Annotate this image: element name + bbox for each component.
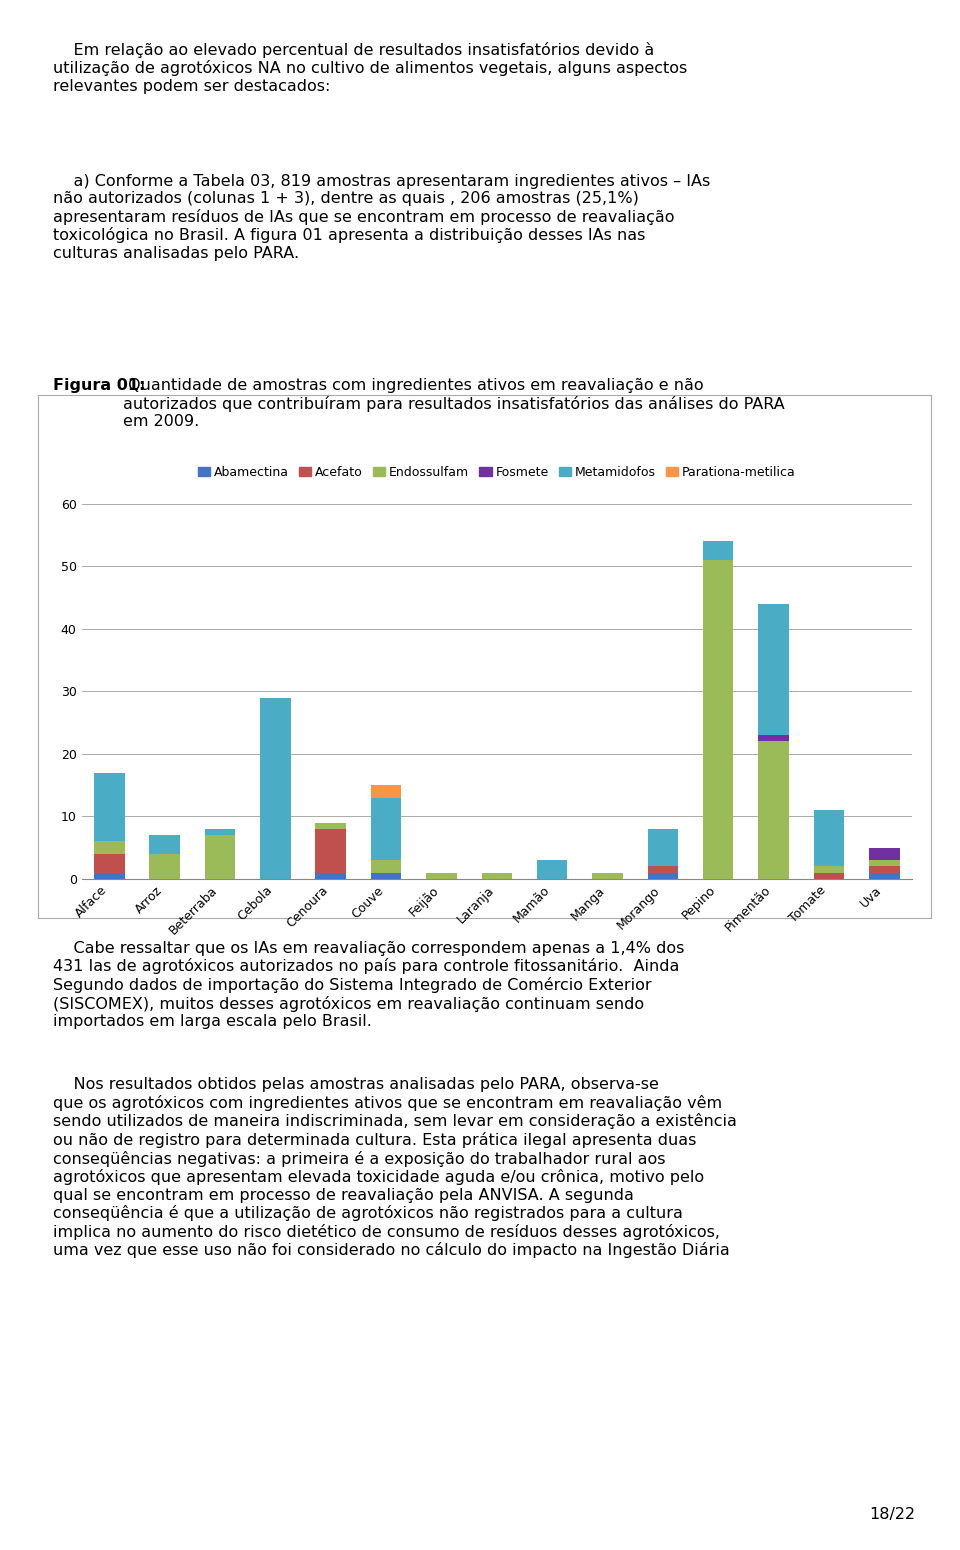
- Bar: [94, 873, 125, 879]
- Legend: Abamectina, Acefato, Endossulfam, Fosmete, Metamidofos, Parationa-metilica: Abamectina, Acefato, Endossulfam, Fosmet…: [193, 462, 801, 484]
- Bar: [703, 560, 733, 879]
- Bar: [758, 604, 789, 735]
- Bar: [869, 860, 900, 866]
- Bar: [814, 873, 844, 879]
- Text: a) Conforme a Tabela 03, 819 amostras apresentaram ingredientes ativos – IAs
não: a) Conforme a Tabela 03, 819 amostras ap…: [53, 174, 710, 260]
- Bar: [869, 848, 900, 860]
- Bar: [316, 829, 346, 873]
- Bar: [371, 860, 401, 873]
- Bar: [371, 784, 401, 798]
- Text: Figura 01:: Figura 01:: [53, 378, 145, 394]
- Bar: [260, 698, 291, 879]
- Bar: [316, 823, 346, 829]
- Bar: [869, 866, 900, 873]
- Bar: [94, 842, 125, 854]
- Text: Quantidade de amostras com ingredientes ativos em reavaliação e não
autorizados : Quantidade de amostras com ingredientes …: [123, 378, 784, 429]
- Bar: [371, 798, 401, 860]
- Bar: [648, 829, 678, 866]
- Bar: [204, 829, 235, 835]
- Text: Em relação ao elevado percentual de resultados insatisfatórios devido à
utilizaç: Em relação ao elevado percentual de resu…: [53, 42, 687, 95]
- Bar: [426, 873, 457, 879]
- Bar: [869, 873, 900, 879]
- Bar: [592, 873, 623, 879]
- Bar: [758, 741, 789, 879]
- Bar: [648, 866, 678, 873]
- Bar: [537, 860, 567, 879]
- Bar: [94, 772, 125, 842]
- Bar: [814, 866, 844, 873]
- Bar: [482, 873, 512, 879]
- Bar: [204, 835, 235, 879]
- Bar: [316, 873, 346, 879]
- Bar: [150, 835, 180, 854]
- Text: Cabe ressaltar que os IAs em reavaliação correspondem apenas a 1,4% dos
431 Ias : Cabe ressaltar que os IAs em reavaliação…: [53, 941, 684, 1029]
- Bar: [94, 854, 125, 873]
- Bar: [814, 811, 844, 866]
- Bar: [150, 854, 180, 879]
- Bar: [703, 541, 733, 560]
- Text: 18/22: 18/22: [870, 1507, 916, 1522]
- Bar: [371, 873, 401, 879]
- Text: Nos resultados obtidos pelas amostras analisadas pelo PARA, observa-se
que os ag: Nos resultados obtidos pelas amostras an…: [53, 1077, 736, 1259]
- Bar: [648, 873, 678, 879]
- Bar: [758, 735, 789, 741]
